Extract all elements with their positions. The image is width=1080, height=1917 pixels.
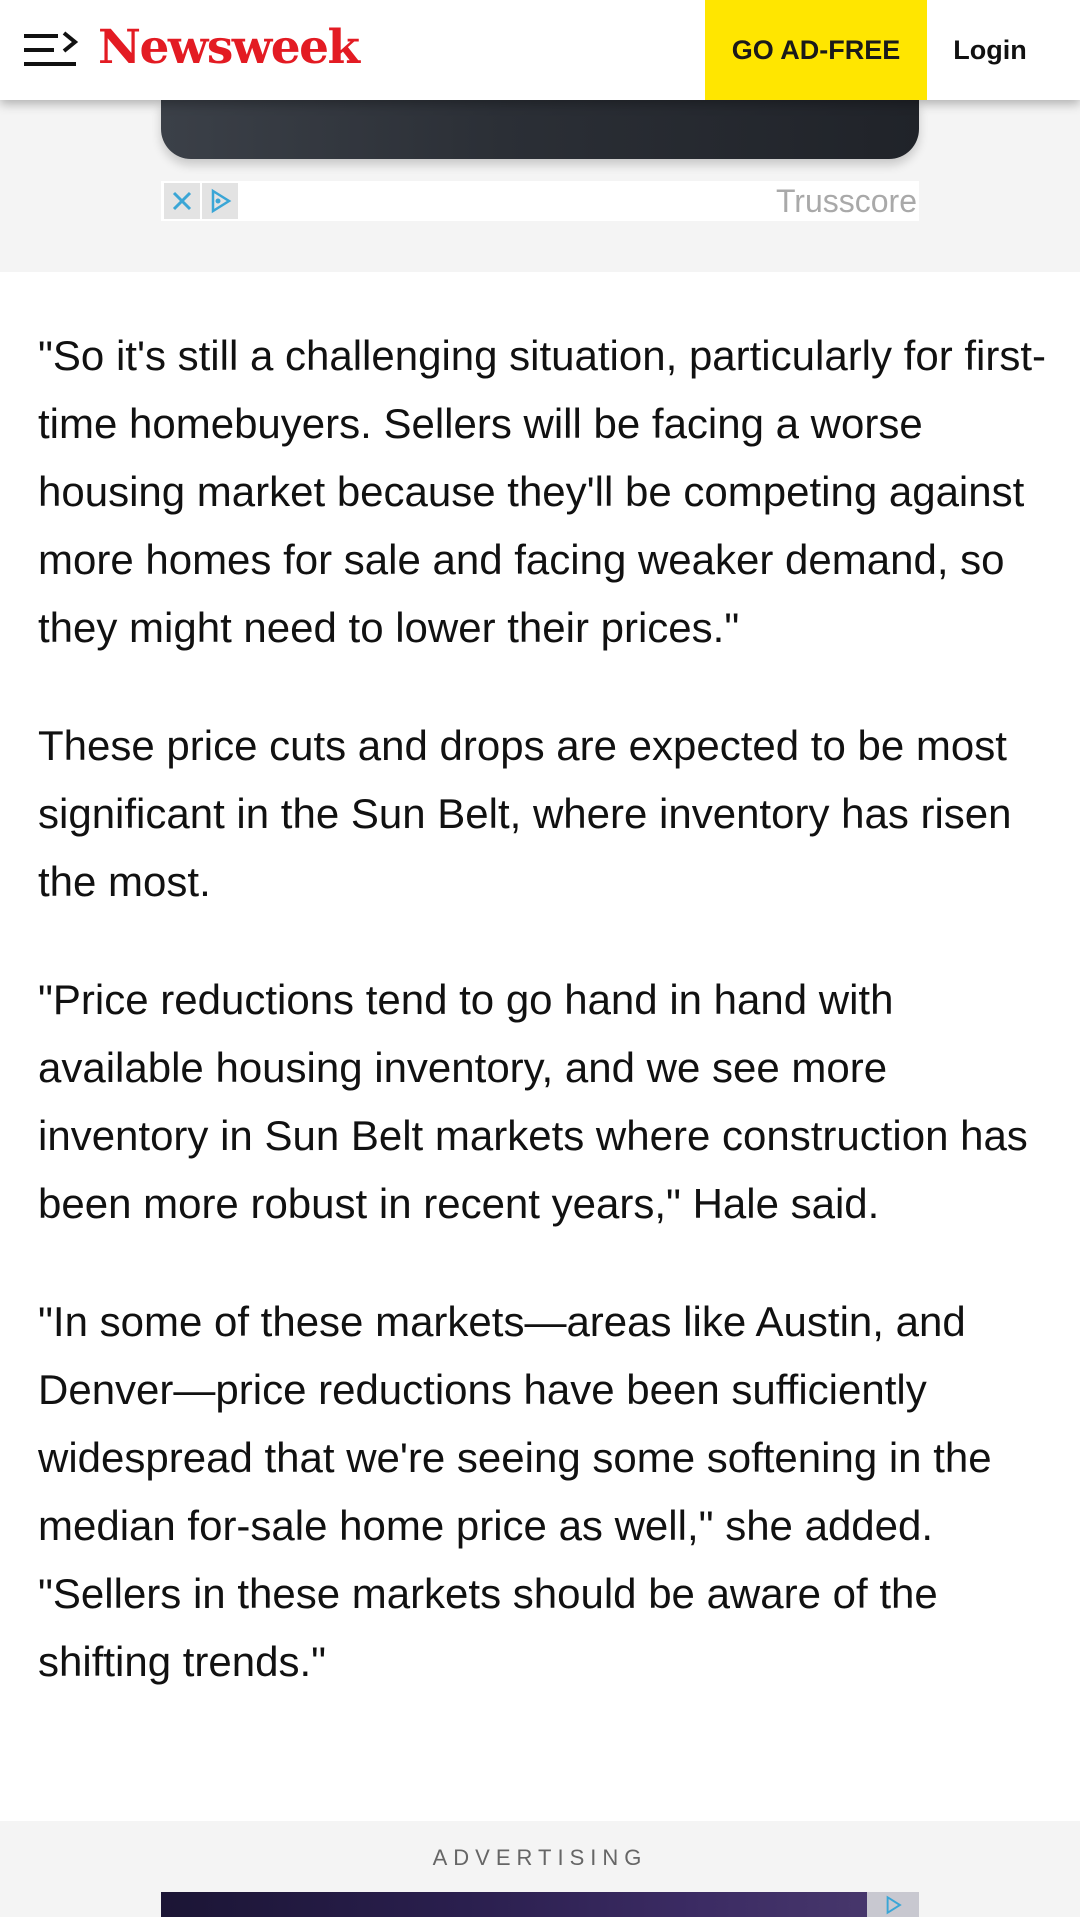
go-ad-free-button[interactable]: GO AD-FREE	[705, 0, 927, 100]
article-paragraph: "Price reductions tend to go hand in han…	[38, 976, 1028, 1227]
advertising-label: ADVERTISING	[432, 1845, 648, 1870]
adchoices-icon	[886, 1895, 902, 1914]
menu-button[interactable]	[22, 28, 80, 72]
top-ad-container: Trusscore	[0, 100, 1080, 272]
site-header: Newsweek GO AD-FREE Login	[0, 0, 1080, 100]
article-paragraph: "In some of these markets—areas like Aus…	[38, 1298, 992, 1685]
menu-icon	[24, 31, 79, 66]
newsweek-logo[interactable]: Newsweek	[98, 20, 360, 75]
adchoices-icon	[211, 188, 232, 214]
article-body: "So it's still a challenging situation, …	[38, 322, 1048, 1746]
article-paragraph: "So it's still a challenging situation, …	[38, 332, 1046, 651]
article-paragraph: These price cuts and drops are expected …	[38, 722, 1012, 905]
ad-brand-label[interactable]: Trusscore	[775, 183, 917, 219]
ad-footer: Trusscore	[161, 181, 919, 221]
bottom-ad-container: ADVERTISING	[0, 1821, 1080, 1917]
ad-creative[interactable]	[161, 100, 919, 159]
bottom-ad-creative[interactable]	[161, 1892, 919, 1917]
login-button[interactable]: Login	[953, 34, 1027, 65]
adchoices-button[interactable]	[202, 183, 238, 219]
close-icon	[172, 191, 192, 211]
bottom-adchoices-button[interactable]	[867, 1892, 919, 1917]
ad-close-button[interactable]	[164, 183, 200, 219]
